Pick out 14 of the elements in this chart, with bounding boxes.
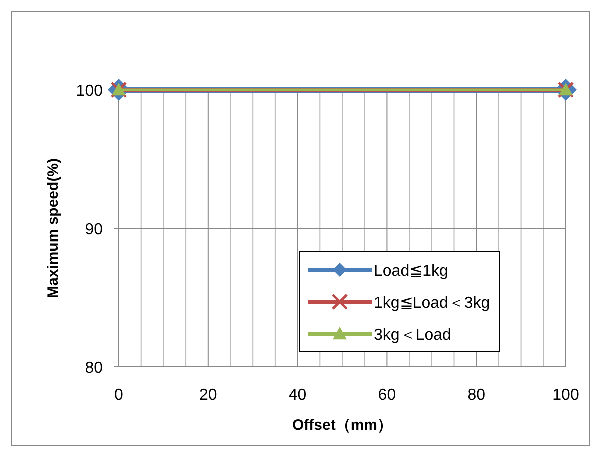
x-tick-label: 20 [200, 387, 218, 404]
x-axis-title: Offset（mm） [292, 417, 393, 434]
y-tick-label: 90 [85, 222, 104, 238]
x-tick-label: 80 [468, 387, 486, 404]
x-tick-label: 40 [288, 387, 307, 404]
y-tick-label: 100 [76, 83, 104, 100]
legend-label: Load≦1kg [374, 263, 448, 280]
x-tick-label: 0 [114, 387, 124, 404]
legend-label: 3kg＜Load [374, 327, 452, 344]
legend-label: 1kg≦Load＜3kg [374, 295, 490, 312]
y-axis-title: Maximum speed(%) [45, 158, 62, 299]
x-tick-label: 100 [552, 387, 580, 404]
x-tick-label: 60 [378, 387, 396, 404]
y-tick-label: 80 [85, 360, 104, 377]
